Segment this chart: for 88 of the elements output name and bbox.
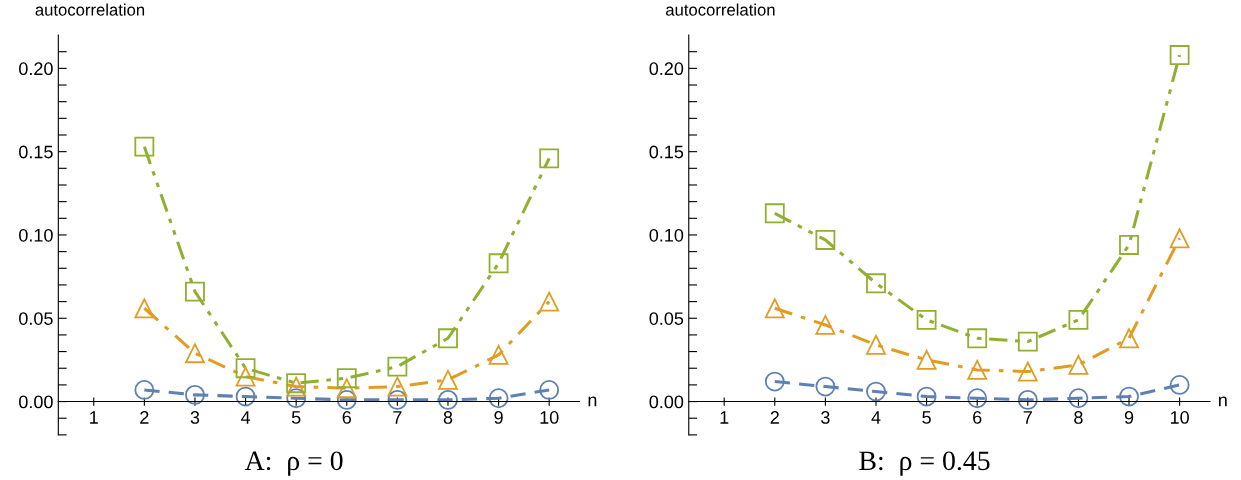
point xyxy=(134,298,155,319)
point xyxy=(134,136,155,157)
point xyxy=(387,389,408,410)
point xyxy=(764,371,785,392)
point xyxy=(1068,309,1089,330)
point xyxy=(235,366,256,387)
point xyxy=(488,388,509,409)
x-tick-label: 4 xyxy=(871,411,881,424)
point xyxy=(336,389,357,410)
y-tick-label: 0.10 xyxy=(19,228,53,242)
point xyxy=(1169,228,1190,249)
x-tick-label: 7 xyxy=(1023,411,1032,424)
point xyxy=(1119,386,1139,407)
point xyxy=(967,328,988,349)
point xyxy=(387,376,408,397)
point xyxy=(866,381,886,402)
point xyxy=(336,378,357,399)
point xyxy=(1017,389,1038,410)
point xyxy=(438,389,458,410)
y-tick-label: 0.20 xyxy=(19,62,53,76)
text: A: ρ = 0 xyxy=(244,451,343,476)
point xyxy=(916,349,937,370)
point xyxy=(866,273,886,294)
point xyxy=(815,376,836,397)
point xyxy=(539,379,560,400)
x-tick-label: 3 xyxy=(190,411,200,424)
point xyxy=(438,369,458,390)
point xyxy=(967,388,988,409)
point xyxy=(1169,45,1190,65)
point xyxy=(1169,374,1190,395)
point xyxy=(815,230,836,250)
point xyxy=(539,148,560,169)
y-tick-label: 0.05 xyxy=(19,312,53,325)
point xyxy=(387,356,408,377)
x-tick-label: 8 xyxy=(443,411,453,424)
x-tick-label: 6 xyxy=(973,411,982,424)
point xyxy=(815,314,836,335)
point xyxy=(1017,331,1038,352)
point xyxy=(235,386,256,407)
y-axis-title: autocorrelation xyxy=(666,3,775,16)
y-tick-label: 0.20 xyxy=(649,62,684,76)
point xyxy=(764,298,785,319)
x-tick-label: 4 xyxy=(240,411,251,424)
x-tick-label: 1 xyxy=(90,411,98,424)
x-tick-label: 10 xyxy=(540,411,559,424)
x-tick-label: 1 xyxy=(720,411,729,424)
y-axis-title: autocorrelation xyxy=(35,3,145,16)
x-tick-label: 8 xyxy=(1074,411,1083,424)
x-tick-label: 2 xyxy=(140,411,149,424)
x-tick-label: 9 xyxy=(1124,411,1134,424)
point xyxy=(185,281,205,302)
x-axis-title: n xyxy=(588,396,597,407)
x-tick-label: 6 xyxy=(342,411,351,424)
point xyxy=(866,334,886,355)
x-tick-label: 7 xyxy=(393,411,402,424)
x-tick-label: 2 xyxy=(770,411,779,424)
point xyxy=(1017,361,1038,382)
point xyxy=(488,253,509,274)
x-tick-label: 9 xyxy=(494,411,503,424)
y-tick-label: 0.05 xyxy=(649,312,684,325)
x-tick-label: 5 xyxy=(291,411,301,424)
y-tick-label: 0.15 xyxy=(19,145,53,159)
point xyxy=(1068,354,1089,375)
point xyxy=(185,343,205,364)
point xyxy=(438,328,458,349)
point xyxy=(336,368,357,389)
x-axis-title: n xyxy=(1218,396,1227,407)
x-tick-label: 3 xyxy=(821,411,830,424)
point xyxy=(185,384,205,405)
point xyxy=(235,358,256,379)
x-tick-label: 10 xyxy=(1170,411,1189,424)
x-tick-label: 5 xyxy=(922,411,931,424)
text: B: ρ = 0.45 xyxy=(859,451,990,476)
point xyxy=(1119,328,1139,349)
point xyxy=(764,203,785,224)
point xyxy=(286,388,307,409)
y-tick-label: 0.10 xyxy=(649,228,684,242)
point xyxy=(916,309,937,330)
y-tick-label: 0.15 xyxy=(649,145,684,159)
point xyxy=(539,291,560,312)
point xyxy=(1119,235,1139,255)
point xyxy=(134,379,155,400)
point xyxy=(916,386,937,407)
point xyxy=(488,344,509,365)
y-tick-label: 0.00 xyxy=(649,395,684,409)
point xyxy=(967,359,988,380)
point xyxy=(1068,388,1089,409)
y-tick-label: 0.00 xyxy=(19,395,53,409)
